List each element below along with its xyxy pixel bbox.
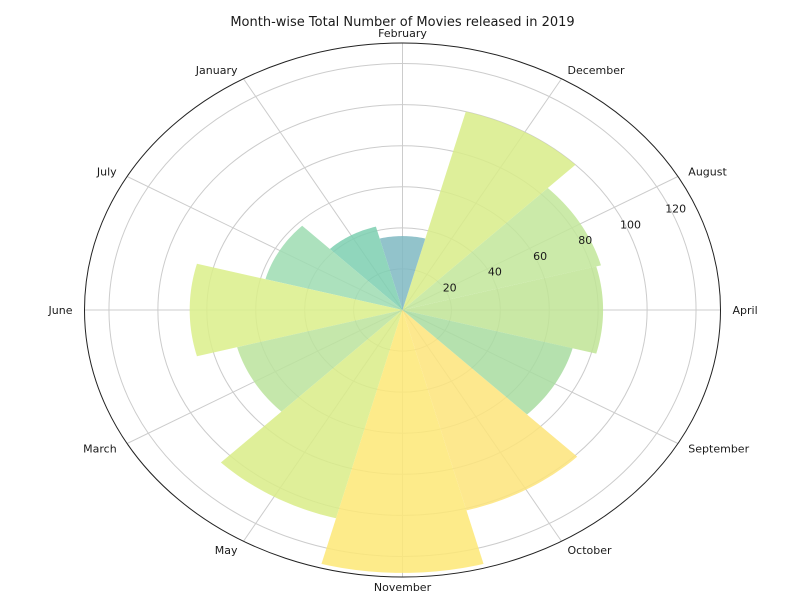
bar-september — [402, 310, 573, 415]
radial-tick-label: 120 — [665, 203, 686, 216]
angular-tick-label-may: May — [215, 544, 238, 557]
radial-tick-label: 20 — [443, 281, 457, 294]
angular-tick-label-october: October — [568, 544, 612, 557]
bar-june — [189, 263, 403, 357]
bar-october — [402, 310, 578, 511]
angular-tick-labels: April August December February January July Ju… — [48, 27, 758, 594]
bar-may — [220, 310, 403, 519]
angular-tick-label-december: December — [568, 64, 626, 77]
radial-tick-label: 80 — [578, 234, 592, 247]
bar-february — [379, 236, 426, 310]
angular-tick-label-january: January — [195, 64, 238, 77]
bars-layer — [189, 111, 604, 573]
bar-january — [329, 226, 403, 310]
bar-november — [321, 310, 484, 573]
angular-tick-label-july: July — [96, 166, 117, 179]
bar-december — [402, 111, 576, 310]
angular-tick-label-november: November — [374, 581, 432, 594]
radial-tick-label: 40 — [488, 266, 502, 279]
angular-tick-label-april: April — [733, 304, 758, 317]
radial-tick-label: 100 — [620, 218, 641, 231]
angular-tick-label-june: June — [48, 304, 73, 317]
angular-tick-label-february: February — [378, 27, 427, 40]
bar-july — [265, 225, 403, 310]
chart-title: Month-wise Total Number of Movies releas… — [230, 15, 575, 30]
bar-august — [402, 188, 601, 310]
bar-march — [237, 310, 403, 412]
radial-tick-label: 60 — [533, 250, 547, 263]
angular-tick-label-august: August — [688, 166, 727, 179]
angular-tick-label-september: September — [688, 443, 749, 456]
bar-april — [402, 266, 604, 354]
radial-tick-labels: 20 40 60 80 100 120 — [443, 203, 686, 295]
angular-tick-label-march: March — [83, 443, 117, 456]
polar-frame — [84, 42, 721, 578]
